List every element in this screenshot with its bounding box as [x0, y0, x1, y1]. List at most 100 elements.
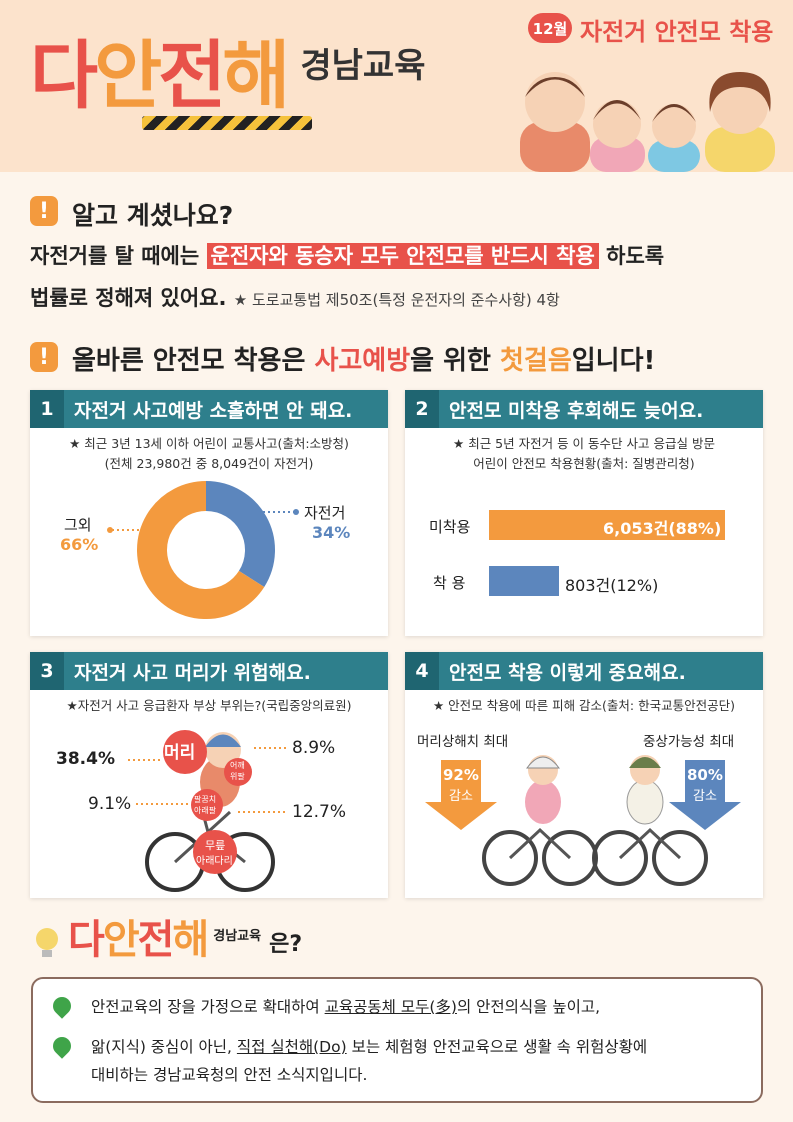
- serious-injury-label: 중상가능성 최대: [643, 734, 735, 750]
- law-reference: ★ 도로교통법 제50조(특정 운전자의 준수사항) 4항: [233, 291, 560, 309]
- caution-stripe: [142, 116, 312, 130]
- donut-slice-other: [137, 481, 265, 619]
- card-bike-accidents: 1 자전거 사고예방 소홀하면 안 돼요. ★ 최근 3년 13세 이하 어린이…: [30, 390, 388, 636]
- card-title: 자전거 사고 머리가 위험해요.: [74, 661, 311, 684]
- cyclist-illustration: [128, 730, 286, 892]
- about-line-2: 앎(지식) 중심이 아닌, 직접 실천해(Do) 보는 체험형 안전교육으로 생…: [91, 1035, 647, 1057]
- emphasis-text: 첫걸음: [500, 346, 572, 376]
- text: 자전거를 탈 때에는: [30, 244, 207, 268]
- text: 안전교육의 장을 가정으로 확대하여: [91, 998, 325, 1016]
- other-label: 그외: [64, 516, 92, 534]
- head-label: 머리: [164, 743, 196, 763]
- brand-logo: 다안전해 경남교육: [30, 38, 426, 113]
- notice-line-1: 자전거를 탈 때에는 운전자와 동승자 모두 안전모를 반드시 착용 하도록: [30, 240, 664, 270]
- card-note: 어린이 안전모 착용현황(출처: 질병관리청): [473, 456, 695, 471]
- emphasis-text: 사고예방: [314, 346, 411, 376]
- card-note: (전체 23,980건 중 8,049건이 자전거): [104, 456, 314, 471]
- about-brand: 다안전해: [68, 917, 209, 963]
- other-value: 66%: [60, 535, 99, 554]
- card-helmet-importance: 4 안전모 착용 이렇게 중요해요. ★ 안전모 착용에 따른 피해 감소(출처…: [405, 652, 763, 898]
- brand-title: 다안전해: [30, 39, 290, 113]
- brand-char: 해: [222, 33, 290, 119]
- lightbulb-icon: [36, 928, 58, 957]
- card-number: 3: [30, 652, 64, 690]
- elbow-label: 팔꿈치: [194, 795, 217, 804]
- section-headline: 올바른 안전모 착용은 사고예방을 위한 첫걸음입니다!: [72, 340, 655, 377]
- knee-value: 12.7%: [292, 802, 347, 822]
- leaf-icon: [49, 993, 75, 1019]
- card-number: 4: [405, 652, 439, 690]
- leaf-icon: [49, 1033, 75, 1059]
- card-header: 1 자전거 사고예방 소홀하면 안 돼요.: [30, 390, 388, 428]
- brand-char: 전: [158, 33, 226, 119]
- head-injury-unit: 감소: [449, 789, 473, 804]
- down-arrow-icon: [425, 760, 497, 830]
- head-injury-label: 머리상해치 최대: [417, 734, 509, 750]
- head-injury-value: 92%: [443, 766, 479, 784]
- underlined-text: 교육공동체 모두(多): [324, 998, 457, 1016]
- notice-line-2: 법률로 정해져 있어요. ★ 도로교통법 제50조(특정 운전자의 준수사항) …: [30, 282, 560, 312]
- about-line-1: 안전교육의 장을 가정으로 확대하여 교육공동체 모두(多)의 안전의식을 높이…: [91, 995, 600, 1017]
- bar-value-helmet: 803건(12%): [565, 576, 659, 595]
- donut-group: [137, 481, 275, 619]
- text: 보는 체험형 안전교육으로 생활 속 위험상황에: [346, 1038, 648, 1056]
- card-header: 2 안전모 미착용 후회해도 늦어요.: [405, 390, 763, 428]
- bar-no-helmet: [489, 510, 725, 540]
- serious-injury-value: 80%: [687, 766, 723, 784]
- brand-subtitle: 경남교육: [300, 46, 426, 86]
- shoulder-label: 위팔: [230, 772, 245, 781]
- bar-label-no-helmet: 미착용: [429, 518, 471, 536]
- serious-injury-unit: 감소: [693, 789, 717, 804]
- about-brand-sub: 경남교육: [213, 929, 262, 944]
- card-note: ★ 최근 5년 자전거 등 이 동수단 사고 응급실 방문: [453, 436, 715, 451]
- card-note: ★ 최근 3년 13세 이하 어린이 교통사고(출처:소방청): [69, 436, 349, 451]
- bike-value: 34%: [312, 523, 351, 542]
- card-title: 안전모 미착용 후회해도 늦어요.: [449, 399, 704, 422]
- card-helmet-usage: 2 안전모 미착용 후회해도 늦어요. ★ 최근 5년 자전거 등 이 동수단 …: [405, 390, 763, 636]
- knee-label: 아래다리: [196, 856, 233, 867]
- card-injury-parts: 3 자전거 사고 머리가 위험해요. ★자전거 사고 응급환자 부상 부위는?(…: [30, 652, 388, 898]
- card-number: 1: [30, 390, 64, 428]
- bike-label: 자전거: [304, 504, 346, 522]
- donut-slice-bike: [205, 481, 275, 587]
- about-suffix: 은?: [269, 932, 303, 957]
- bar-label-helmet: 착 용: [433, 574, 466, 592]
- bar-value-no-helmet: 6,053건(88%): [603, 519, 722, 538]
- highlight-text: 운전자와 동승자 모두 안전모를 반드시 착용: [206, 243, 599, 269]
- shoulder-label: 어깨: [230, 761, 245, 770]
- text: 을 위한: [410, 346, 500, 376]
- leader-dot-other: [107, 527, 113, 533]
- underlined-text: 직접 실천해(Do): [236, 1038, 347, 1056]
- brand-char: 다: [68, 917, 105, 963]
- card-header: 4 안전모 착용 이렇게 중요해요.: [405, 652, 763, 690]
- shoulder-value: 8.9%: [292, 738, 336, 758]
- text: 하도록: [598, 244, 665, 268]
- card-note: ★자전거 사고 응급환자 부상 부위는?(국립중앙의료원): [66, 698, 352, 713]
- brand-char: 해: [172, 917, 209, 963]
- text: 의 안전의식을 높이고,: [456, 998, 601, 1016]
- injury-shoulder-marker: [224, 758, 252, 786]
- alert-icon: !: [30, 342, 58, 372]
- brand-char: 전: [137, 917, 175, 963]
- card-note: ★ 안전모 착용에 따른 피해 감소(출처: 한국교통안전공단): [432, 698, 735, 713]
- about-box: 안전교육의 장을 가정으로 확대하여 교육공동체 모두(多)의 안전의식을 높이…: [31, 977, 763, 1103]
- injury-elbow-marker: [191, 789, 223, 821]
- brand-char: 안: [102, 917, 140, 963]
- text: 법률로 정해져 있어요.: [30, 286, 227, 310]
- elbow-label: 아래팔: [194, 806, 217, 815]
- card-title: 자전거 사고예방 소홀하면 안 돼요.: [74, 399, 353, 422]
- text: 올바른 안전모 착용은: [72, 346, 315, 376]
- month-title: 자전거 안전모 착용: [580, 18, 774, 46]
- family-illustration: [520, 72, 775, 172]
- leader-dot-bike: [293, 509, 299, 515]
- text: 입니다!: [571, 346, 656, 376]
- card-title: 안전모 착용 이렇게 중요해요.: [449, 661, 686, 684]
- injury-knee-marker: [193, 830, 237, 874]
- month-badge: 12월: [528, 13, 572, 43]
- notice-title: 알고 계셨나요?: [72, 201, 234, 230]
- arrows-illustration: [425, 755, 741, 886]
- about-line-3: 대비하는 경남교육청의 안전 소식지입니다.: [91, 1066, 368, 1084]
- brand-char: 다: [30, 33, 98, 119]
- card-number: 2: [405, 390, 439, 428]
- alert-icon: !: [30, 196, 58, 226]
